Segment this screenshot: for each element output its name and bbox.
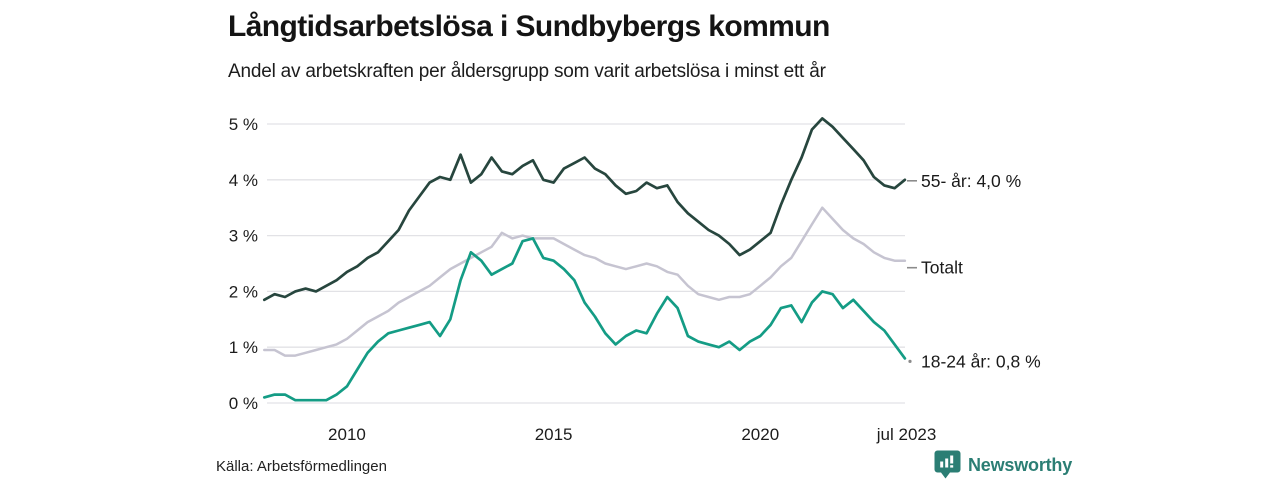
chart-title: Långtidsarbetslösa i Sundbybergs kommun bbox=[228, 10, 830, 43]
bar-chart-pin-icon bbox=[934, 450, 961, 479]
series-end-label: 55- år: 4,0 % bbox=[921, 171, 1021, 191]
series-line-55-r bbox=[262, 117, 907, 302]
y-axis-label: 1 % bbox=[229, 338, 258, 357]
x-axis-label: jul 2023 bbox=[876, 425, 937, 444]
y-axis-label: 4 % bbox=[229, 171, 258, 190]
chart-subtitle: Andel av arbetskraften per åldersgrupp s… bbox=[228, 61, 826, 82]
y-axis-label: 5 % bbox=[229, 115, 258, 134]
y-axis-label: 2 % bbox=[229, 282, 258, 301]
series-end-label: Totalt bbox=[921, 258, 963, 278]
series-line-Totalt bbox=[263, 206, 907, 357]
series-end-label: 18-24 år: 0,8 % bbox=[921, 351, 1041, 371]
x-axis-label: 2010 bbox=[328, 425, 366, 444]
newsworthy-logo: Newsworthy bbox=[934, 450, 1072, 480]
y-axis-label: 3 % bbox=[229, 227, 258, 246]
x-axis-label: 2015 bbox=[535, 425, 573, 444]
newsworthy-wordmark: Newsworthy bbox=[968, 454, 1073, 475]
y-axis-label: 0 % bbox=[229, 394, 258, 413]
x-axis-label: 2020 bbox=[741, 425, 779, 444]
end-marker-dot bbox=[908, 359, 912, 363]
series-line-18-24-r bbox=[262, 237, 907, 402]
source-text: Källa: Arbetsförmedlingen bbox=[216, 458, 387, 475]
